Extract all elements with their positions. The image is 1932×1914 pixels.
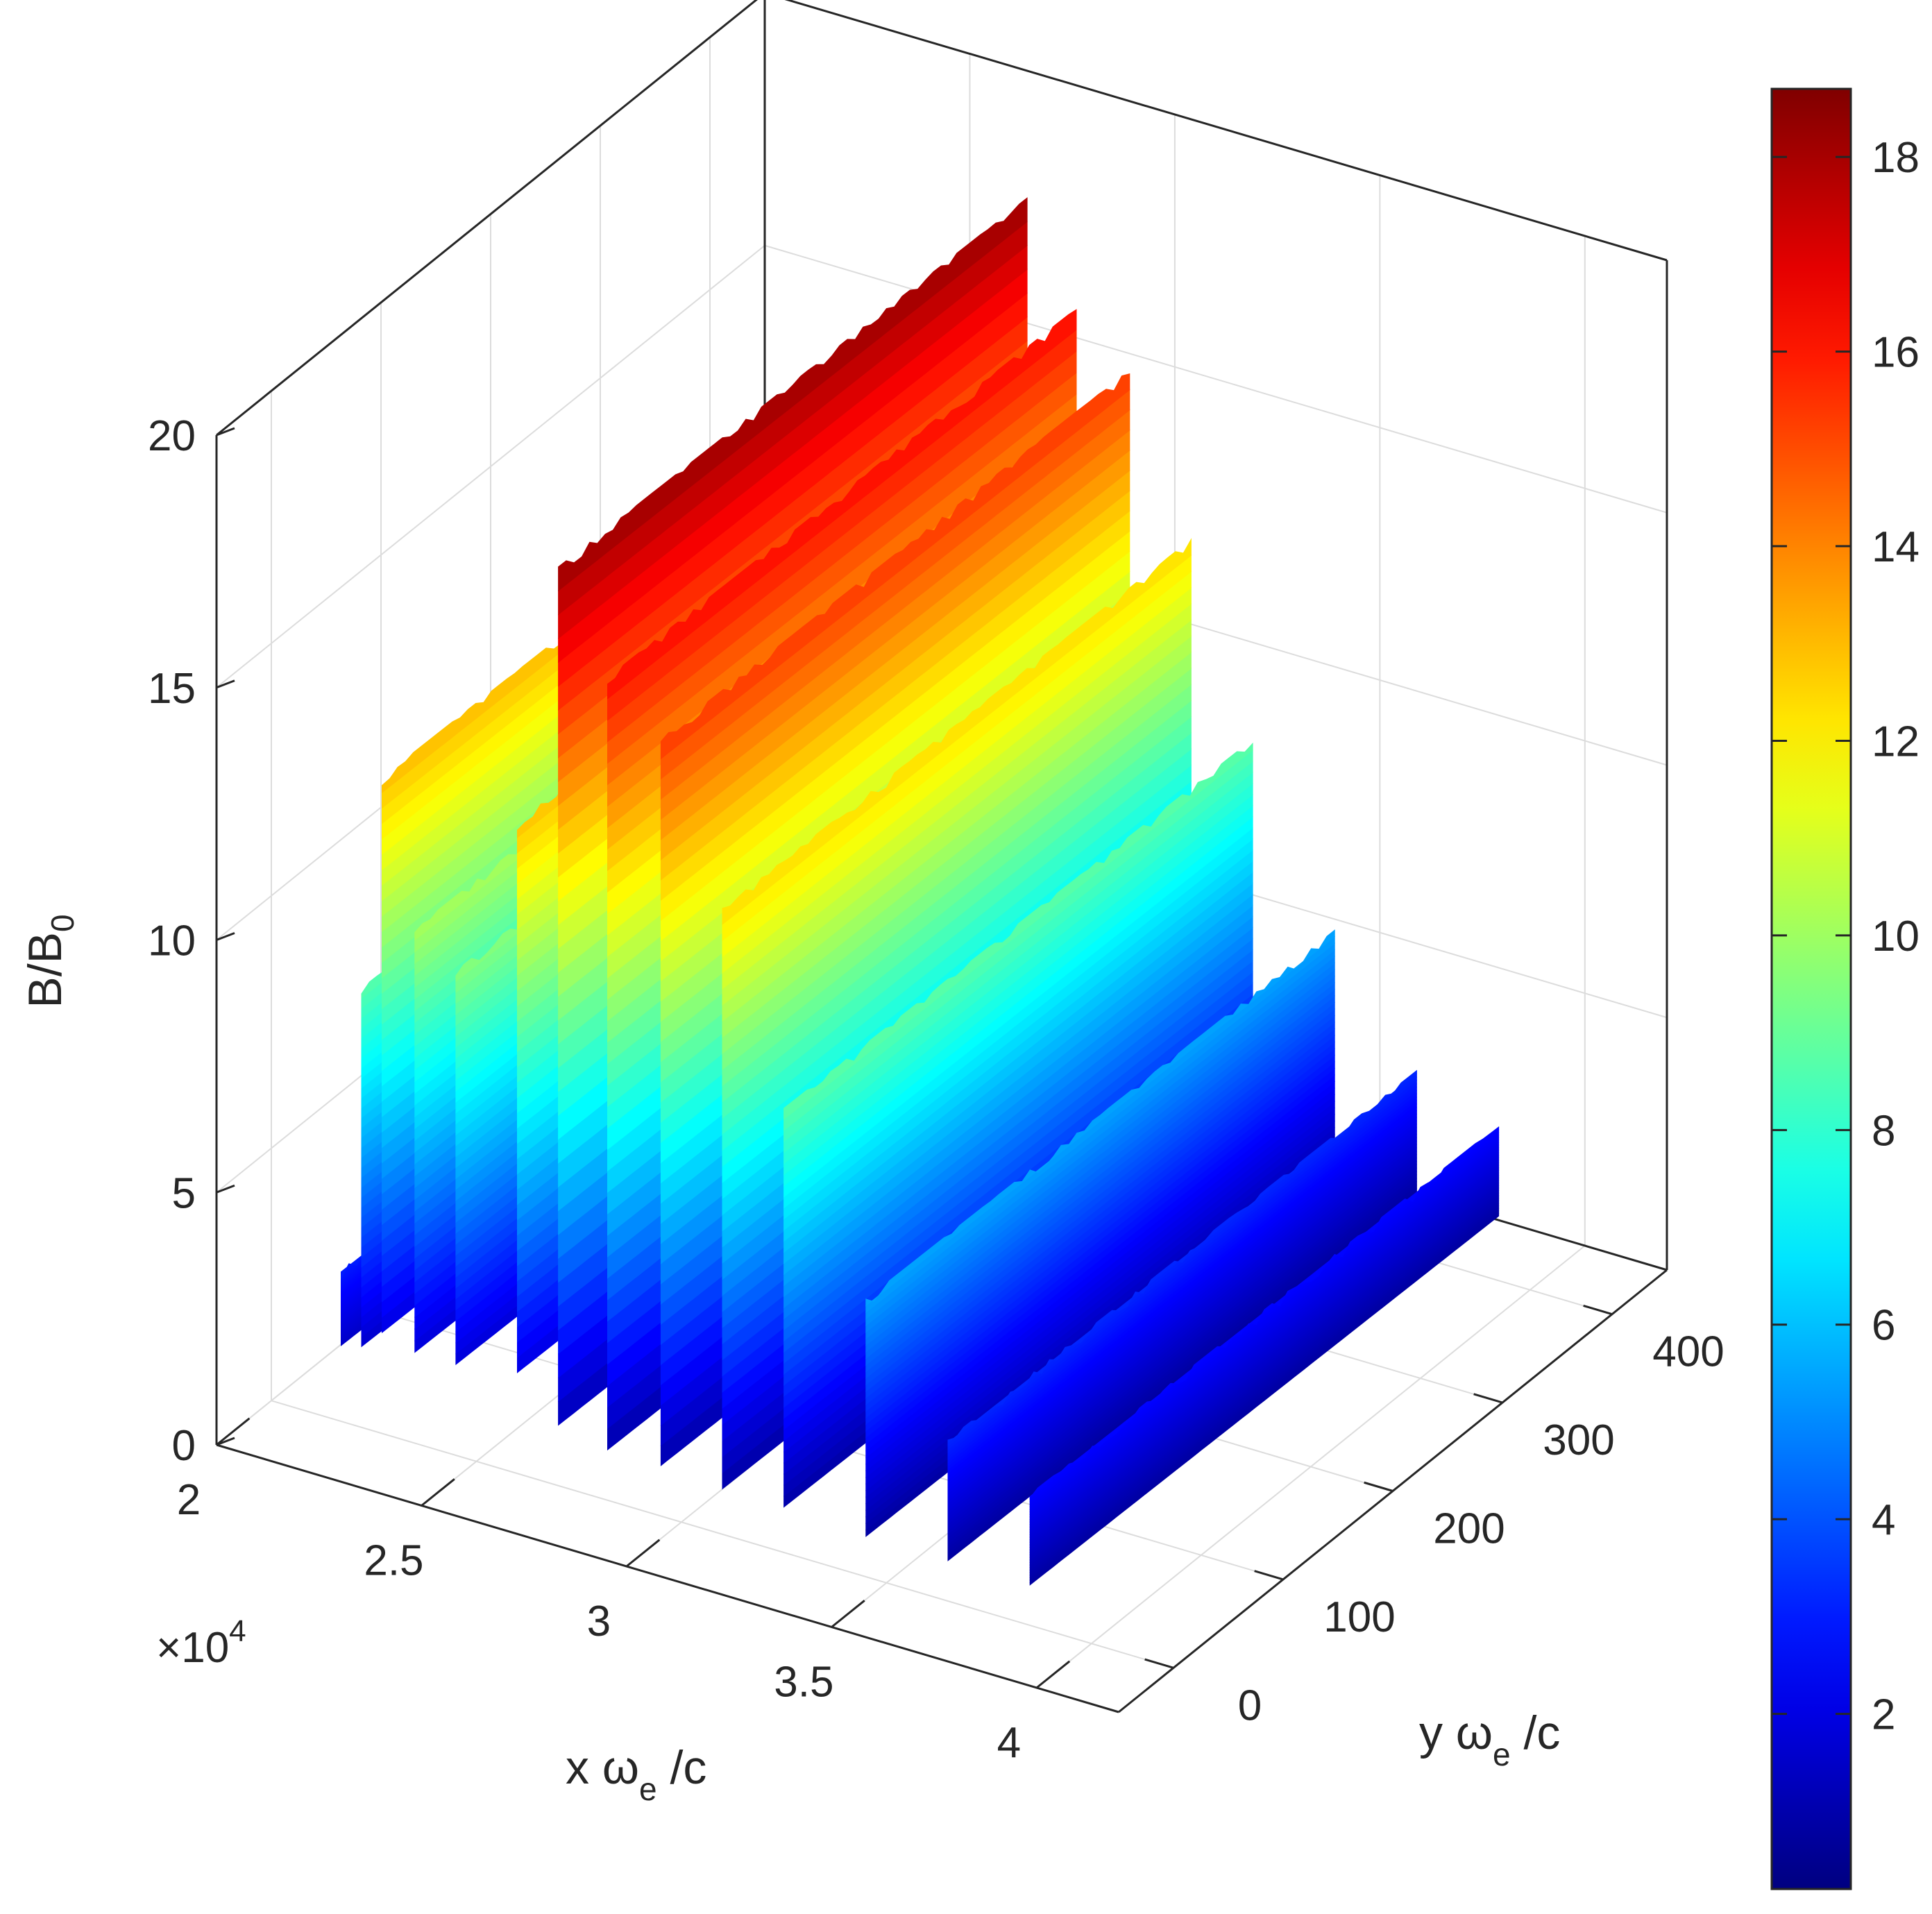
axes-box-edge bbox=[216, 0, 758, 437]
y-tick bbox=[1473, 1393, 1503, 1404]
z-tick-label: 0 bbox=[172, 1422, 196, 1470]
x-axis-multiplier: ×104 bbox=[156, 1614, 246, 1672]
surface-band bbox=[660, 373, 1130, 760]
colorbar-tick-label: 12 bbox=[1872, 718, 1920, 765]
z-tick bbox=[216, 427, 235, 437]
surface-band bbox=[558, 197, 1028, 592]
colorbar-tick-label: 8 bbox=[1872, 1107, 1895, 1155]
x-axis-label: x ωe /c bbox=[566, 1741, 706, 1807]
z-tick-label: 10 bbox=[148, 917, 196, 965]
tick-layer: 0 5 10 15 20 2 2.5 3 3.5 4 0 100 200 300 400 bbox=[148, 412, 1725, 1767]
y-tick-label: 200 bbox=[1433, 1505, 1505, 1553]
colorbar-tick-label: 14 bbox=[1872, 523, 1920, 571]
grid-line-y-floor bbox=[271, 1400, 1174, 1669]
z-tick-label: 20 bbox=[148, 412, 196, 460]
surface-band bbox=[1029, 1126, 1500, 1500]
y-tick bbox=[1144, 1658, 1174, 1669]
surface-band bbox=[607, 309, 1077, 700]
colorbar-tick-label: 18 bbox=[1872, 134, 1920, 182]
y-axis-label: y ωe /c bbox=[1419, 1706, 1560, 1772]
surface-band bbox=[783, 743, 1253, 1120]
colorbar-tick-label: 4 bbox=[1872, 1496, 1895, 1544]
x-tick bbox=[831, 1600, 865, 1628]
z-tick-label: 15 bbox=[148, 665, 196, 713]
colorbar-border bbox=[1770, 87, 1852, 1890]
colorbar-tick-label: 2 bbox=[1872, 1691, 1895, 1739]
surface-ridge bbox=[1029, 1126, 1500, 1586]
y-tick bbox=[1364, 1481, 1393, 1492]
colorbar-fill bbox=[1772, 89, 1851, 1889]
surface-band bbox=[722, 538, 1192, 925]
colorbar-tick-label: 16 bbox=[1872, 329, 1920, 377]
x-tick bbox=[421, 1478, 455, 1507]
colorbar-tick-label: 10 bbox=[1872, 913, 1920, 960]
x-tick-label: 2 bbox=[177, 1476, 201, 1524]
surface-ridge bbox=[947, 1069, 1417, 1561]
colorbar-ticks: 2 4 6 8 10 12 14 16 18 bbox=[1772, 134, 1920, 1739]
z-tick bbox=[216, 1184, 235, 1194]
z-tick bbox=[216, 679, 235, 689]
colorbar-tick-label: 6 bbox=[1872, 1302, 1895, 1350]
x-tick bbox=[1035, 1660, 1071, 1689]
x-tick-label: 3 bbox=[587, 1598, 611, 1645]
y-tick bbox=[1583, 1305, 1613, 1316]
x-tick bbox=[625, 1539, 661, 1568]
surface-layer bbox=[341, 197, 1500, 1586]
x-tick-label: 2.5 bbox=[364, 1537, 423, 1585]
y-tick-label: 400 bbox=[1652, 1328, 1724, 1376]
x-tick-label: 4 bbox=[997, 1719, 1021, 1767]
surface-band bbox=[865, 929, 1335, 1307]
y-tick-label: 300 bbox=[1543, 1416, 1614, 1464]
z-tick-label: 5 bbox=[172, 1169, 196, 1217]
colorbar: 2 4 6 8 10 12 14 16 18 bbox=[1770, 87, 1920, 1890]
y-tick bbox=[1254, 1570, 1284, 1581]
y-tick-label: 0 bbox=[1238, 1682, 1262, 1729]
x-tick-label: 3.5 bbox=[774, 1659, 833, 1706]
z-axis-label: B/B0 bbox=[19, 914, 80, 1008]
axes-box-edge bbox=[784, 0, 1668, 262]
z-tick bbox=[216, 932, 235, 941]
x-tick bbox=[216, 1417, 251, 1446]
axes-front-edge bbox=[216, 1443, 1119, 1713]
y-tick-label: 100 bbox=[1323, 1593, 1395, 1641]
surface-band bbox=[947, 1069, 1417, 1444]
